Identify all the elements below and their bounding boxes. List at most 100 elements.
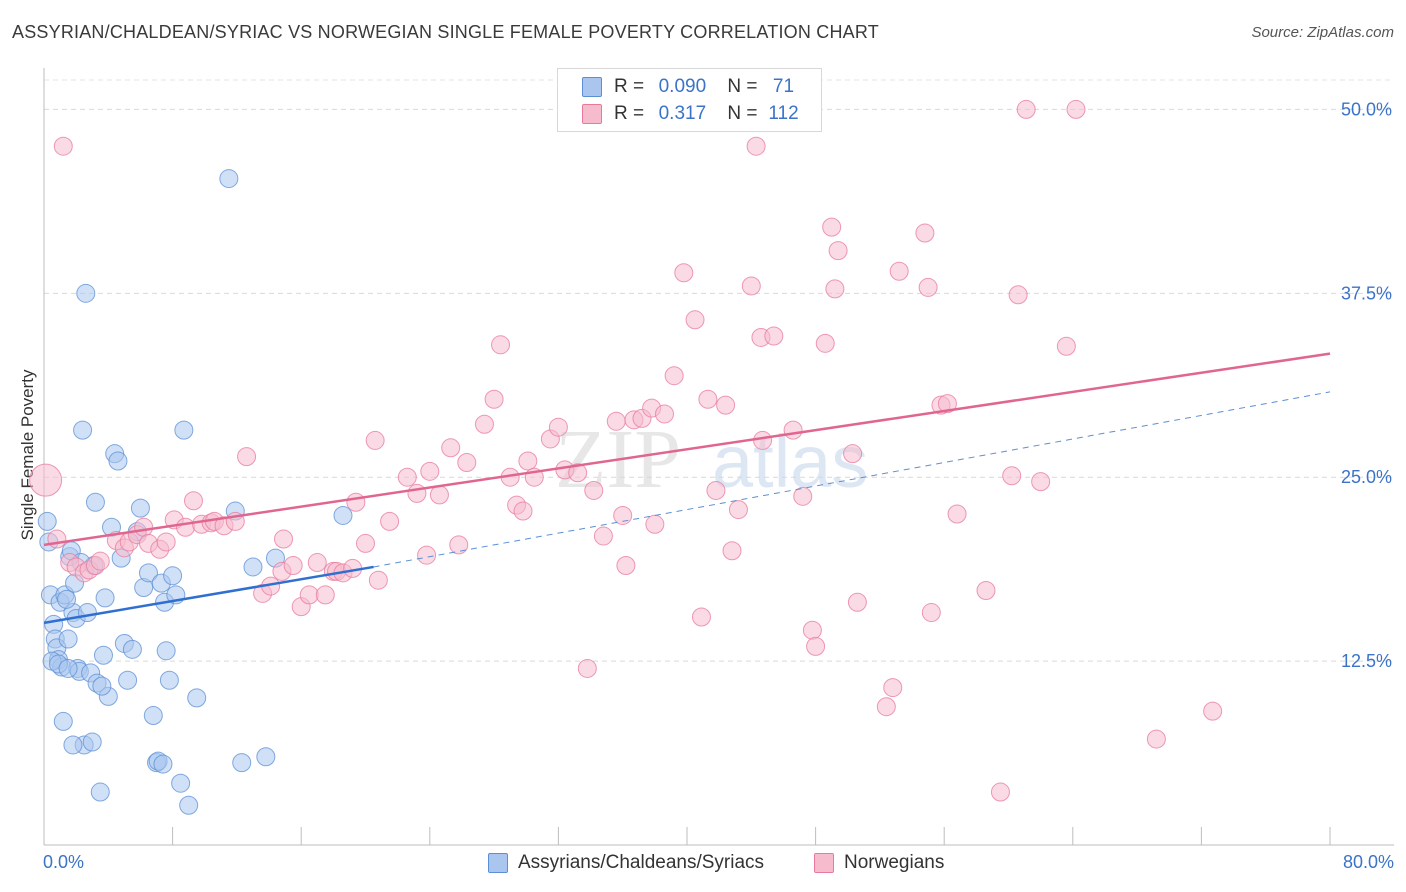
data-point — [722, 541, 742, 561]
data-point — [58, 658, 78, 678]
data-point — [156, 641, 176, 661]
data-point — [990, 782, 1010, 802]
data-point — [1002, 466, 1022, 486]
data-point — [134, 517, 154, 537]
data-point — [843, 444, 863, 464]
legend-row-norwegians: R = 0.317 N = 112 — [582, 102, 810, 126]
data-point — [947, 504, 967, 524]
data-point — [937, 394, 957, 414]
data-point — [380, 511, 400, 531]
data-point — [976, 580, 996, 600]
data-point — [417, 545, 437, 565]
data-point — [716, 395, 736, 415]
data-point — [29, 463, 63, 497]
data-point — [584, 480, 604, 500]
trend-line-norwegians — [43, 352, 1331, 547]
data-point — [283, 555, 303, 575]
trend-line-assyrians-extension — [373, 391, 1331, 568]
data-point — [47, 529, 67, 549]
data-point — [73, 420, 93, 440]
data-point — [915, 223, 935, 243]
data-point — [174, 420, 194, 440]
data-point — [92, 676, 112, 696]
legend-n-label: N = — [727, 76, 758, 97]
data-point — [143, 706, 163, 726]
data-point — [63, 735, 83, 755]
data-point — [365, 430, 385, 450]
data-point — [95, 588, 115, 608]
y-tick-label: 37.5% — [1341, 283, 1392, 303]
data-point — [691, 607, 711, 627]
legend-row-assyrians: R = 0.090 N = 71 — [582, 75, 810, 99]
series-norwegians — [29, 99, 1223, 802]
data-point — [889, 261, 909, 281]
data-point — [815, 333, 835, 353]
data-point — [53, 136, 73, 156]
data-point — [346, 492, 366, 512]
data-point — [783, 420, 803, 440]
data-point — [593, 526, 613, 546]
data-point — [825, 279, 845, 299]
trend-line-assyrians — [43, 565, 374, 625]
grid-lines — [44, 79, 1394, 662]
data-point — [1031, 472, 1051, 492]
data-point — [130, 498, 150, 518]
data-point — [1008, 285, 1028, 305]
series-legend-assyrians: Assyrians/Chaldeans/Syriacs — [488, 852, 764, 874]
data-point — [822, 217, 842, 237]
data-point — [1146, 729, 1166, 749]
data-point — [1056, 336, 1076, 356]
data-point — [568, 463, 588, 483]
data-point — [356, 533, 375, 553]
data-point — [179, 795, 199, 815]
data-point — [85, 492, 105, 512]
data-point — [57, 589, 77, 609]
correlation-legend: R = 0.090 N = 71 R = 0.317 N = 112 — [557, 68, 822, 132]
legend-swatch-pink — [582, 104, 602, 124]
data-point — [441, 438, 461, 458]
data-point — [368, 570, 388, 590]
data-point — [847, 592, 867, 612]
legend-n-value: 112 — [768, 103, 799, 124]
series-legend-swatch-blue — [488, 853, 508, 873]
data-point — [175, 517, 195, 537]
data-point — [219, 169, 239, 189]
data-point — [474, 414, 494, 434]
data-point — [122, 639, 142, 659]
data-point — [1203, 701, 1223, 721]
data-point — [764, 326, 784, 346]
data-point — [159, 670, 179, 690]
data-point — [674, 263, 694, 283]
data-point — [1016, 99, 1036, 119]
data-point — [163, 566, 183, 586]
data-point — [802, 620, 822, 640]
data-point — [429, 485, 449, 505]
data-point — [728, 500, 748, 520]
data-point — [118, 670, 138, 690]
legend-r-value: 0.317 — [658, 103, 707, 124]
data-point — [232, 753, 252, 773]
data-point — [243, 557, 263, 577]
series-legend-norwegians: Norwegians — [814, 852, 944, 874]
data-point — [664, 366, 684, 386]
legend-r-label: R = — [614, 103, 645, 124]
y-tick-label: 25.0% — [1341, 467, 1392, 487]
data-point — [753, 430, 773, 450]
data-point — [918, 277, 938, 297]
data-point — [746, 136, 766, 156]
series-legend-swatch-pink — [814, 853, 834, 873]
data-point — [77, 603, 97, 623]
data-point — [153, 754, 173, 774]
data-point — [108, 451, 128, 471]
data-point — [921, 603, 941, 623]
data-point — [706, 480, 726, 500]
series-assyrians — [37, 169, 353, 815]
data-point — [741, 276, 761, 296]
data-point — [606, 411, 626, 431]
series-legend-label: Assyrians/Chaldeans/Syriacs — [518, 852, 765, 873]
data-point — [333, 505, 353, 525]
legend-r-value: 0.090 — [658, 76, 707, 97]
data-point — [518, 451, 538, 471]
x-tick-label-min: 0.0% — [43, 852, 85, 872]
